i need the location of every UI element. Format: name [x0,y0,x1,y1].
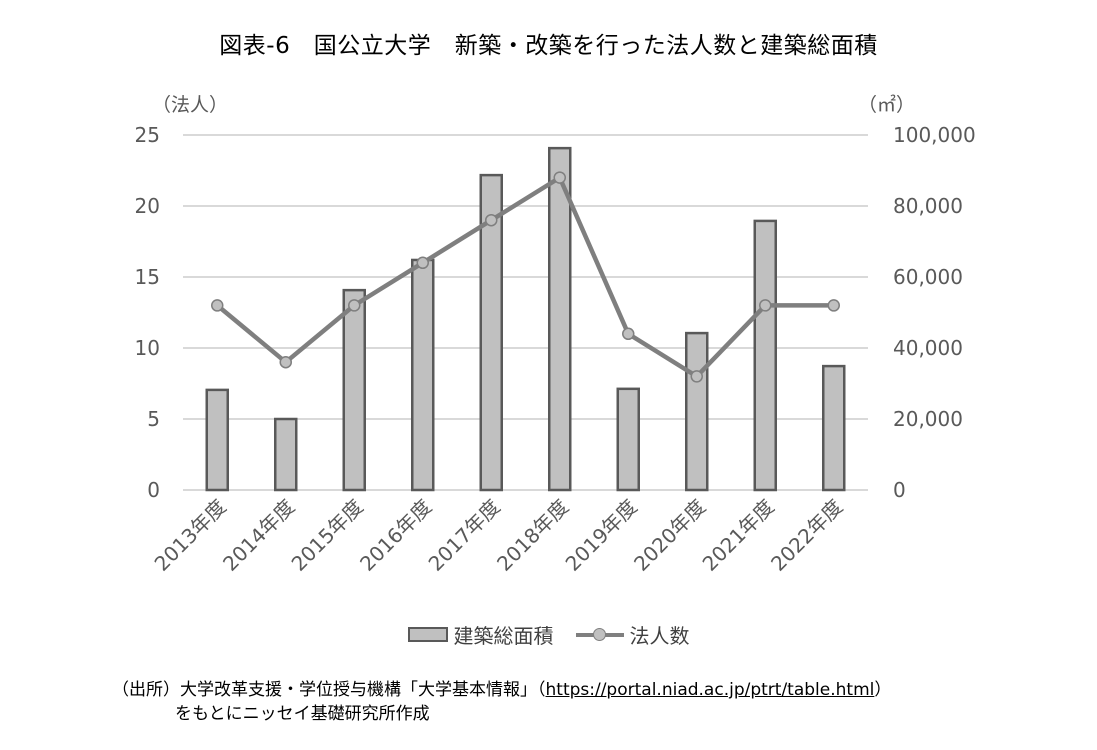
source-line2: をもとにニッセイ基礎研究所作成 [175,704,430,724]
bar [685,331,709,492]
x-tick-label: 2013年度 [150,495,231,576]
left-tick-label: 0 [147,478,160,502]
line-marker [759,299,772,312]
bar [274,417,298,492]
line-marker [279,355,292,369]
line-series-corporation-count [211,171,840,383]
line-marker [348,299,361,312]
bar [753,219,777,492]
bar [411,258,435,492]
left-tick-label: 10 [135,336,160,360]
right-axis-ticks: 0 20,000 40,000 60,000 80,000 100,000 [893,123,976,502]
bar [205,388,229,492]
line-marker [553,171,566,184]
x-tick-label: 2014年度 [218,495,299,576]
x-tick-label: 2021年度 [698,495,779,576]
line-marker [485,213,498,227]
x-tick-label: 2022年度 [766,495,847,576]
line-marker [416,256,429,270]
line-marker [690,370,703,383]
right-tick-label: 0 [893,478,906,502]
x-axis-labels: 2013年度2014年度2015年度2016年度2017年度2018年度2019… [150,495,848,576]
left-axis-ticks: 0 5 10 15 20 25 [135,123,160,502]
right-tick-label: 100,000 [893,123,976,147]
right-tick-label: 80,000 [893,194,963,218]
x-tick-label: 2019年度 [561,495,642,576]
x-tick-label: 2020年度 [629,495,710,576]
left-axis-unit: （法人） [152,94,229,116]
combo-chart: 0 5 10 15 20 25 0 20,000 40,000 60,000 80,000 100,… [135,123,976,576]
line-marker [827,299,840,312]
bar [342,288,366,492]
line-path [215,175,834,379]
legend-item-area: 建築総面積 [407,620,554,649]
right-tick-label: 40,000 [893,336,963,360]
bar [479,173,503,492]
right-axis-unit: （㎡） [858,94,916,116]
source-note: （出所）大学改革支援・学位授与機構「大学基本情報」（https://portal… [112,678,891,726]
bar-swatch-icon [407,627,448,642]
right-tick-label: 20,000 [893,407,963,431]
source-suffix: ） [874,680,892,700]
x-tick-label: 2018年度 [492,495,573,576]
x-tick-label: 2015年度 [287,495,368,576]
bar-series-building-area [205,146,846,492]
bar [548,146,572,492]
bar [616,387,640,492]
source-prefix: （出所）大学改革支援・学位授与機構「大学基本情報」（ [112,680,546,700]
legend-label-count: 法人数 [629,624,690,648]
left-tick-label: 5 [147,407,160,431]
legend-label-area: 建築総面積 [453,624,554,648]
x-tick-label: 2016年度 [355,495,436,576]
left-tick-label: 25 [135,123,160,147]
line-marker [622,327,635,341]
legend-item-count: 法人数 [575,620,690,649]
chart-title: 図表-6 国公立大学 新築・改築を行った法人数と建築総面積 [219,33,878,59]
line-marker-swatch-icon [575,627,624,643]
bar [822,364,846,492]
x-tick-label: 2017年度 [424,495,505,576]
left-tick-label: 15 [135,265,160,289]
line-marker [211,299,224,312]
source-link[interactable]: https://portal.niad.ac.jp/ptrt/table.htm… [545,680,875,700]
right-tick-label: 60,000 [893,265,963,289]
legend: 建築総面積 法人数 [0,620,1097,649]
left-tick-label: 20 [135,194,160,218]
